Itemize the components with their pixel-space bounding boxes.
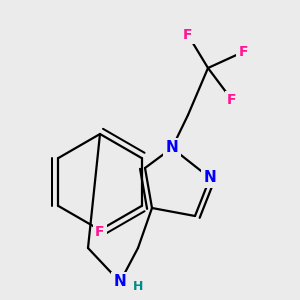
Text: N: N [166, 140, 178, 155]
Text: F: F [95, 225, 105, 239]
Text: N: N [204, 170, 216, 185]
Text: F: F [183, 28, 193, 42]
Text: N: N [114, 274, 126, 290]
Text: H: H [133, 280, 143, 292]
Text: F: F [238, 45, 248, 59]
Text: F: F [227, 93, 237, 107]
